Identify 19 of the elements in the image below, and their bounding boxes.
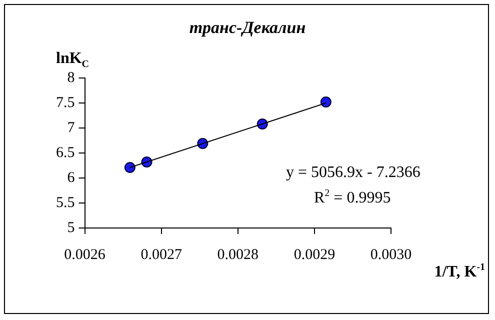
y-tick-label: 5 xyxy=(67,220,75,236)
x-axis-title: 1/T, K$^{-1}$ xyxy=(434,262,485,282)
y-tick-label: 6 xyxy=(67,170,76,186)
point xyxy=(124,162,136,173)
annotation: R$^{2}$ = 0.9995 xyxy=(314,188,391,208)
y-tick-label: 7 xyxy=(67,120,76,136)
y-tick-label: 6.5 xyxy=(56,144,75,161)
chart-title: транс-Декалин xyxy=(188,18,307,38)
y-tick-label: 5.5 xyxy=(56,194,75,211)
y-tick-label: 7.5 xyxy=(56,94,75,111)
x-tick-label: 0.0026 xyxy=(64,246,106,263)
y-tick-label: 8 xyxy=(67,70,75,86)
annotation: y = 5056.9x - 7.2366 xyxy=(286,164,420,182)
y-axis-title: lnK$_{C}$ xyxy=(56,50,90,70)
x-tick-label: 0.0030 xyxy=(370,246,412,263)
x-tick-label: 0.0029 xyxy=(294,246,336,263)
x-tick-label: 0.0028 xyxy=(217,246,258,263)
point xyxy=(320,96,332,108)
x-tick-label: 0.0027 xyxy=(140,246,182,263)
